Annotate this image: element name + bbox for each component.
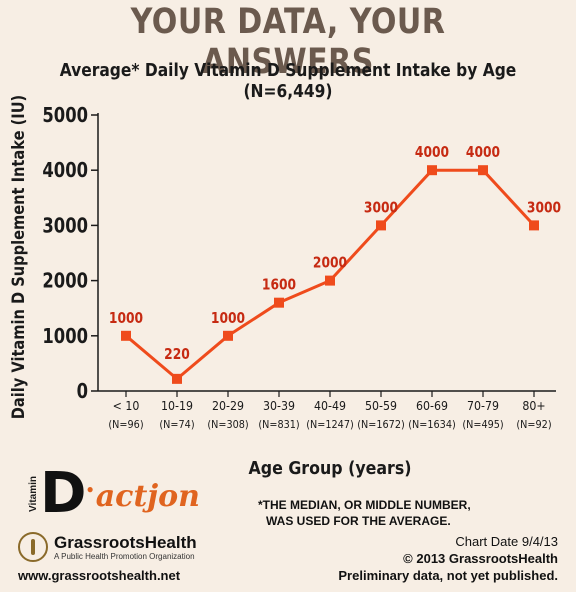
data-label: 3000 xyxy=(364,199,398,216)
y-axis-label: Daily Vitamin D Supplement Intake (IU) xyxy=(8,95,28,419)
x-tick-label: 70-79 xyxy=(467,399,499,414)
org-name: GrassrootsHealth xyxy=(54,532,197,552)
y-tick-label: 4000 xyxy=(42,160,88,183)
chart-date: Chart Date 9/4/13 xyxy=(455,534,558,549)
logo-vitamin-word: Vitamin xyxy=(28,476,39,512)
copyright: © 2013 GrassrootsHealth xyxy=(403,551,558,566)
x-tick-label: 50-59 xyxy=(365,399,397,414)
data-point-marker xyxy=(274,297,284,308)
x-tick-count-label: (N=92) xyxy=(516,418,551,431)
x-tick-count-label: (N=1672) xyxy=(357,418,405,431)
x-tick-label: 20-29 xyxy=(212,399,244,414)
data-point-marker xyxy=(325,275,335,286)
org-tagline: A Public Health Promotion Organization xyxy=(54,551,195,561)
data-point-marker xyxy=(529,220,539,231)
publication-status: Preliminary data, not yet published. xyxy=(338,568,558,583)
data-label: 4000 xyxy=(415,144,449,161)
y-ticks: 0 1000 2000 3000 4000 5000 xyxy=(42,105,98,404)
x-tick-count-label: (N=1634) xyxy=(408,418,456,431)
data-label: 3000 xyxy=(527,199,561,216)
x-tick-count-label: (N=495) xyxy=(462,418,503,431)
series-line-group xyxy=(121,165,539,384)
footnote-line-1: *THE MEDIAN, OR MIDDLE NUMBER, xyxy=(258,498,471,512)
x-tick-count-label: (N=96) xyxy=(108,418,143,431)
y-tick-label: 2000 xyxy=(42,270,88,293)
x-tick-count-label: (N=831) xyxy=(258,418,299,431)
data-point-marker xyxy=(172,373,182,384)
x-axis-label: Age Group (years) xyxy=(248,457,411,478)
logo-d-letter: D xyxy=(40,461,87,526)
vitruvian-figure-icon xyxy=(18,532,48,562)
x-tick-count-label: (N=1247) xyxy=(306,418,354,431)
vitamin-d-action-logo: Vitamin D ● actjon xyxy=(28,461,200,526)
y-tick-label: 3000 xyxy=(42,215,88,238)
data-point-marker xyxy=(478,165,488,176)
data-label: 220 xyxy=(164,346,190,363)
org-url: www.grassrootshealth.net xyxy=(18,568,181,583)
logo-action-word: actjon xyxy=(95,479,200,514)
data-point-marker xyxy=(376,220,386,231)
x-tick-count-label: (N=74) xyxy=(159,418,194,431)
credits: Chart Date 9/4/13 © 2013 GrassrootsHealt… xyxy=(338,533,558,584)
data-label: 1000 xyxy=(211,310,245,327)
x-tick-label: 80+ xyxy=(522,399,545,414)
footnote: *THE MEDIAN, OR MIDDLE NUMBER, WAS USED … xyxy=(258,497,518,529)
x-tick-label: 30-39 xyxy=(263,399,295,414)
x-tick-label: 60-69 xyxy=(416,399,448,414)
data-label: 2000 xyxy=(313,254,347,271)
y-tick-label: 5000 xyxy=(42,105,88,128)
grassrootshealth-logo: GrassrootsHealth A Public Health Promoti… xyxy=(18,532,197,562)
footnote-line-2: WAS USED FOR THE AVERAGE. xyxy=(266,514,451,528)
x-ticks: < 10 (N=96) 10-19 (N=74) 20-29 (N=308) 30-39 (N… xyxy=(108,391,552,431)
y-tick-label: 0 xyxy=(77,381,88,404)
data-labels: 1000 220 1000 1600 2000 3000 4000 4000 3000 xyxy=(109,144,561,363)
data-point-marker xyxy=(223,330,233,341)
chart-title: Average* Daily Vitamin D Supplement Inta… xyxy=(59,60,517,102)
data-point-marker xyxy=(121,330,131,341)
chart-axes xyxy=(97,113,556,392)
x-tick-label: 40-49 xyxy=(314,399,346,414)
data-label: 4000 xyxy=(466,144,500,161)
x-tick-count-label: (N=308) xyxy=(207,418,248,431)
y-tick-label: 1000 xyxy=(42,325,88,348)
data-label: 1000 xyxy=(109,310,143,327)
x-tick-label: 10-19 xyxy=(161,399,193,414)
data-point-marker xyxy=(427,165,437,176)
data-label: 1600 xyxy=(262,277,296,294)
x-tick-label: < 10 xyxy=(113,399,140,414)
logo-dot-icon: ● xyxy=(86,482,94,496)
headline: YOUR DATA, YOUR ANSWERS xyxy=(130,2,446,82)
